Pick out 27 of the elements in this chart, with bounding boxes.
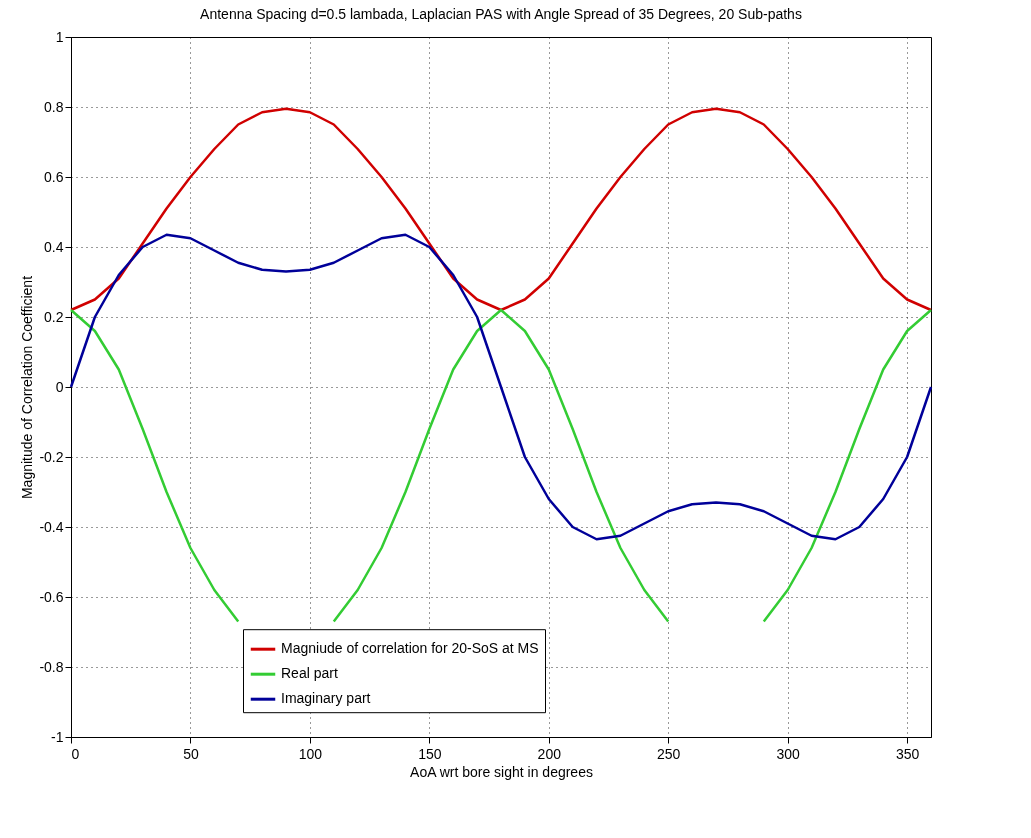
- legend-label: Magniude of correlation for 20-SoS at MS: [281, 640, 539, 657]
- line-series: [69, 233, 933, 541]
- y-tick-label: -0.2: [39, 448, 64, 465]
- y-tick-label: -0.4: [39, 518, 64, 535]
- y-tick-label: 0.6: [44, 168, 64, 185]
- y-tick-label: -1: [51, 728, 64, 745]
- y-tick-label: -0.8: [39, 658, 64, 675]
- y-tick-label: 0: [55, 378, 64, 395]
- y-axis-title: Magnitude of Correlation Coefficient: [19, 275, 36, 500]
- x-tick-label: 200: [537, 745, 562, 762]
- line-series: [69, 107, 933, 312]
- y-tick-label: 0.8: [44, 98, 64, 115]
- x-tick-label: 50: [183, 745, 199, 762]
- chart-title: Antenna Spacing d=0.5 lambada, Laplacian PAS with Angle Spread of 35 Degrees, 20 Sub-paths: [200, 6, 802, 22]
- y-tick-label: 0.2: [44, 308, 64, 325]
- y-tick-label: -0.6: [39, 588, 64, 605]
- x-axis-title: AoA wrt bore sight in degrees: [410, 763, 593, 780]
- legend-label: Real part: [281, 665, 338, 682]
- x-tick-label: 0: [71, 745, 80, 762]
- x-tick-label: 150: [418, 745, 442, 762]
- y-tick-label: 1: [55, 28, 64, 45]
- x-tick-label: 250: [657, 745, 681, 762]
- y-tick-label: 0.4: [44, 238, 64, 255]
- x-tick-label: 350: [895, 745, 920, 762]
- legend-label: Imaginary part: [281, 690, 371, 707]
- x-tick-label: 100: [298, 745, 323, 762]
- x-tick-label: 300: [776, 745, 801, 762]
